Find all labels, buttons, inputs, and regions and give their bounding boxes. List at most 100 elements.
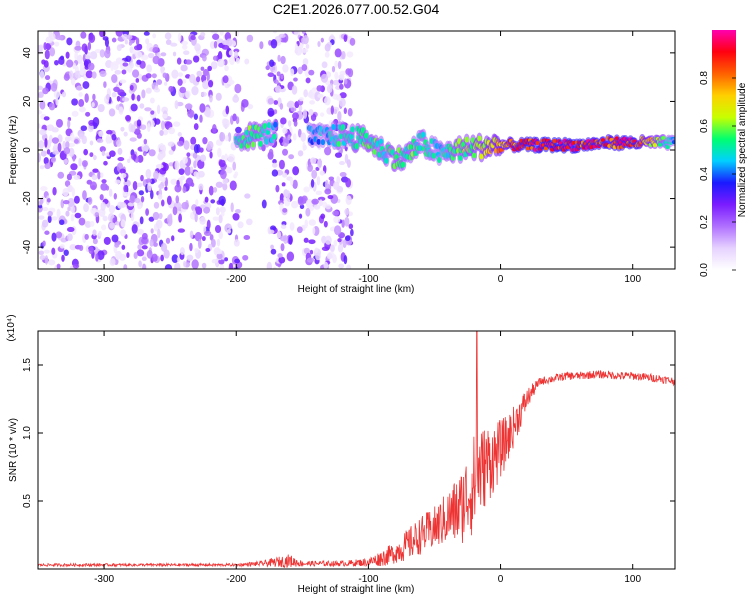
noise-speckle (189, 242, 193, 252)
noise-speckle (346, 264, 352, 269)
noise-speckle (281, 172, 288, 178)
noise-speckle (195, 199, 199, 206)
noise-speckle (62, 140, 66, 150)
noise-speckle (219, 263, 225, 269)
noise-speckle (84, 55, 91, 60)
noise-speckle (129, 84, 134, 91)
noise-speckle (114, 242, 120, 248)
noise-speckle (189, 230, 194, 239)
noise-speckle (212, 55, 218, 61)
noise-speckle (145, 208, 149, 216)
noise-speckle (39, 129, 47, 136)
noise-speckle (79, 67, 84, 76)
noise-speckle (170, 178, 178, 185)
noise-speckle (127, 158, 131, 164)
noise-speckle (152, 55, 160, 65)
noise-speckle (343, 34, 348, 43)
noise-speckle (40, 150, 47, 157)
snr-panel: -300 -200 -100 0 100 0.5 1.0 1.5 (x10⁴) Height… (6, 314, 676, 595)
noise-speckle (164, 32, 172, 40)
noise-speckle (203, 230, 212, 237)
noise-speckle (347, 107, 353, 117)
noise-speckle (272, 31, 278, 34)
noise-speckle (131, 153, 137, 160)
ridge-point (458, 154, 463, 161)
noise-speckle (270, 248, 277, 255)
noise-speckle (136, 249, 145, 257)
noise-speckle (112, 217, 116, 224)
noise-speckle (182, 156, 188, 164)
noise-speckle (44, 255, 49, 265)
noise-speckle (183, 50, 190, 56)
noise-speckle (174, 262, 181, 269)
noise-speckle (200, 204, 206, 209)
noise-speckle (279, 235, 287, 242)
noise-speckle (190, 35, 196, 41)
noise-speckle (78, 92, 83, 97)
noise-speckle (113, 86, 120, 93)
noise-speckle (126, 34, 133, 40)
noise-speckle (161, 120, 165, 130)
noise-speckle (165, 237, 171, 244)
noise-speckle (145, 168, 152, 179)
noise-speckle (193, 143, 199, 154)
noise-speckle (300, 48, 309, 53)
noise-speckle (294, 31, 301, 36)
noise-speckle (123, 184, 128, 193)
noise-speckle (102, 215, 108, 222)
noise-speckle (38, 110, 43, 115)
noise-speckle (303, 247, 310, 255)
noise-speckle (232, 113, 237, 122)
noise-speckle (324, 51, 330, 58)
noise-speckle (224, 153, 228, 162)
noise-speckle (67, 233, 73, 241)
noise-speckle (189, 166, 194, 174)
noise-speckle (64, 136, 72, 141)
noise-speckle (234, 83, 242, 94)
ridge-point (336, 140, 341, 147)
noise-speckle (146, 64, 152, 73)
noise-speckle (315, 252, 321, 261)
noise-speckle (200, 91, 207, 97)
noise-speckle (226, 229, 231, 234)
noise-speckle (108, 108, 116, 117)
noise-speckle (115, 104, 120, 111)
noise-speckle (235, 208, 241, 214)
noise-speckle (268, 229, 275, 234)
noise-speckle (111, 37, 117, 43)
noise-speckle (233, 239, 240, 247)
noise-speckle (166, 195, 172, 205)
noise-speckle (162, 72, 168, 79)
noise-speckle (331, 65, 336, 73)
noise-speckle (282, 208, 288, 213)
noise-speckle (282, 148, 289, 156)
noise-speckle (141, 245, 148, 250)
noise-speckle (160, 242, 168, 252)
noise-speckle (151, 253, 158, 262)
noise-speckle (302, 58, 309, 66)
noise-speckle (38, 91, 44, 98)
noise-speckle (334, 152, 343, 158)
noise-speckle (280, 74, 284, 80)
noise-speckle (192, 152, 198, 159)
noise-speckle (63, 73, 70, 81)
noise-speckle (324, 96, 331, 106)
noise-speckle (265, 65, 270, 71)
noise-speckle (165, 39, 172, 46)
noise-speckle (278, 159, 285, 170)
x-tick-label: -100 (358, 574, 378, 585)
noise-speckle (53, 142, 59, 149)
noise-speckle (132, 181, 138, 191)
noise-speckle (53, 90, 60, 99)
noise-speckle (160, 176, 166, 183)
noise-speckle (174, 184, 182, 193)
noise-speckle (105, 93, 110, 100)
x-tick-label: -100 (358, 274, 378, 285)
noise-speckle (200, 154, 207, 162)
noise-speckle (80, 125, 88, 132)
ridge-point (661, 136, 666, 141)
ridge-point (477, 135, 482, 142)
noise-speckle (71, 187, 75, 197)
noise-speckle (277, 253, 283, 258)
noise-speckle (136, 119, 142, 127)
